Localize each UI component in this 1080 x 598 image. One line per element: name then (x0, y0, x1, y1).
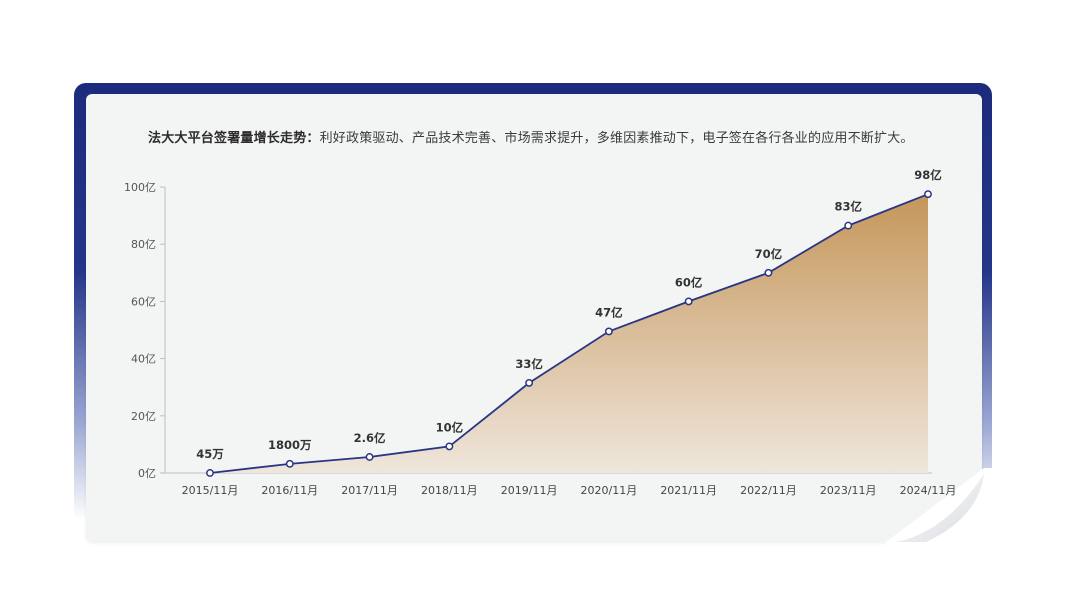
page-curl-decoration (886, 468, 996, 548)
x-tick-label: 2017/11月 (341, 484, 398, 497)
data-label: 47亿 (595, 305, 623, 319)
data-point (604, 327, 613, 336)
y-tick-label: 60亿 (131, 295, 156, 308)
y-tick-label: 20亿 (131, 410, 156, 423)
x-tick-label: 2015/11月 (182, 484, 239, 497)
data-label: 98亿 (914, 168, 942, 182)
y-tick-label: 100亿 (124, 181, 156, 194)
data-point (285, 459, 294, 468)
data-label: 70亿 (755, 247, 783, 261)
data-label: 2.6亿 (354, 431, 386, 445)
data-label: 1800万 (268, 438, 312, 452)
caption-description: 利好政策驱动、产品技术完善、市场需求提升，多维因素推动下，电子签在各行各业的应用… (319, 131, 914, 146)
x-tick-label: 2022/11月 (740, 484, 797, 497)
x-tick-label: 2023/11月 (820, 484, 877, 497)
data-label: 83亿 (834, 200, 862, 214)
data-point (844, 221, 853, 230)
y-tick-label: 0亿 (138, 467, 156, 480)
y-tick-label: 80亿 (131, 238, 156, 251)
x-tick-label: 2019/11月 (501, 484, 558, 497)
y-tick-label: 40亿 (131, 353, 156, 366)
chart-marks: 45万 1800万 2.6亿 10亿 33亿 47亿 60亿 70亿 83亿 98亿 (196, 168, 942, 477)
data-point (924, 190, 932, 199)
x-tick-label: 2020/11月 (581, 484, 638, 497)
x-tick-label: 2016/11月 (261, 484, 318, 497)
data-label: 60亿 (675, 275, 703, 289)
data-point (764, 268, 773, 277)
data-point (525, 378, 534, 387)
data-point (365, 453, 374, 461)
data-label: 45万 (196, 447, 224, 461)
data-point (206, 469, 214, 477)
data-point (684, 297, 693, 306)
caption-title: 法大大平台签署量增长走势： (148, 131, 320, 146)
series-line (209, 193, 929, 474)
area-fill (210, 194, 928, 473)
data-point (445, 442, 454, 451)
chart-caption: 法大大平台签署量增长走势：利好政策驱动、产品技术完善、市场需求提升，多维因素推动… (148, 127, 914, 146)
x-tick-label: 2018/11月 (421, 484, 478, 497)
data-label: 10亿 (436, 420, 464, 434)
x-tick-label: 2024/11月 (900, 484, 957, 497)
x-tick-label: 2021/11月 (660, 484, 717, 497)
data-label: 33亿 (515, 357, 543, 371)
